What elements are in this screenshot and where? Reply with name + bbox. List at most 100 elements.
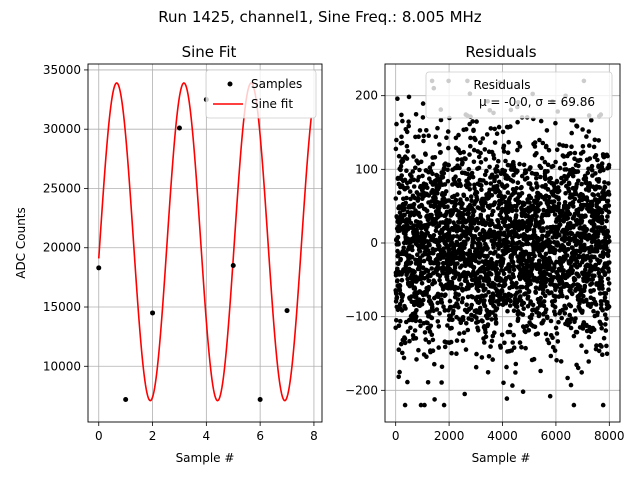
residual-point	[410, 169, 416, 174]
residual-point	[546, 194, 552, 200]
residual-point	[396, 374, 402, 380]
residual-point	[440, 174, 446, 180]
residual-point	[500, 129, 506, 135]
residual-point	[585, 170, 591, 176]
residual-point	[494, 306, 500, 311]
residual-point	[599, 325, 604, 331]
residual-point	[541, 299, 547, 304]
residual-point	[486, 259, 491, 265]
residual-point	[442, 344, 448, 350]
residual-point	[480, 319, 485, 324]
residual-point	[606, 192, 612, 197]
residual-point	[602, 295, 608, 300]
residual-point	[433, 196, 438, 201]
residual-point	[556, 188, 562, 194]
residual-point	[442, 308, 448, 313]
residual-point	[607, 260, 612, 265]
residual-point	[413, 318, 419, 324]
residual-point	[451, 234, 456, 239]
residual-point	[430, 171, 435, 177]
residual-point	[589, 281, 595, 286]
residual-point	[463, 240, 468, 245]
residual-point	[572, 150, 578, 156]
residual-point	[517, 144, 523, 149]
sine-fit-axes-frame	[87, 63, 323, 423]
residual-point	[565, 216, 571, 221]
residual-point	[526, 289, 532, 294]
residual-point	[456, 178, 462, 183]
residual-point	[544, 128, 550, 133]
residual-point	[457, 331, 462, 336]
residual-point	[484, 132, 490, 137]
residual-point	[496, 302, 502, 307]
residual-point	[511, 267, 517, 273]
residual-point	[441, 171, 447, 176]
residual-point	[476, 165, 482, 171]
residual-point	[398, 256, 404, 262]
residual-point	[489, 193, 495, 198]
residual-point	[412, 286, 418, 292]
residual-point	[426, 284, 432, 290]
residual-point	[519, 173, 525, 179]
residual-point	[404, 129, 410, 135]
residual-point	[398, 341, 404, 347]
residual-point	[401, 245, 407, 250]
sample-point	[230, 263, 236, 269]
residuals-xlabel: Sample #	[472, 451, 531, 465]
residual-point	[595, 310, 600, 316]
residual-point	[418, 323, 423, 329]
residual-point	[441, 402, 447, 408]
legend-sine-fit-label: Sine fit	[251, 97, 293, 111]
residual-point	[428, 323, 434, 329]
residual-point	[440, 286, 446, 292]
residual-point	[399, 308, 405, 313]
residual-point	[394, 291, 399, 297]
residual-point	[492, 177, 497, 182]
residual-point	[592, 222, 597, 228]
residual-point	[570, 173, 576, 179]
residual-point	[539, 155, 545, 161]
residual-point	[593, 302, 599, 307]
residual-point	[534, 214, 539, 219]
residual-point	[564, 295, 570, 300]
residual-point	[441, 165, 447, 171]
residual-point	[461, 330, 467, 336]
residual-point	[589, 117, 594, 123]
residual-point	[483, 220, 489, 226]
residual-point	[489, 256, 494, 262]
residual-point	[548, 175, 553, 181]
residual-point	[409, 244, 415, 249]
residual-point	[515, 168, 520, 174]
residual-point	[513, 370, 518, 375]
residual-point	[592, 137, 598, 143]
residual-point	[473, 274, 478, 280]
residual-point	[431, 233, 437, 238]
residual-point	[477, 280, 482, 286]
residual-point	[435, 191, 440, 196]
residual-point	[416, 347, 421, 353]
residual-point	[579, 370, 584, 375]
residual-point	[447, 218, 452, 223]
residual-point	[528, 281, 533, 287]
residual-point	[606, 304, 612, 310]
residual-point	[603, 322, 608, 327]
residual-point	[407, 189, 413, 194]
residual-point	[548, 239, 553, 245]
residual-point	[437, 277, 442, 283]
residual-point	[564, 253, 570, 258]
residual-point	[511, 308, 517, 314]
residual-point	[574, 191, 579, 197]
residual-point	[485, 322, 491, 327]
residual-point	[464, 302, 470, 308]
residual-point	[555, 185, 561, 190]
residual-point	[579, 218, 585, 223]
residual-point	[453, 174, 458, 179]
residual-point	[455, 157, 461, 162]
residual-point	[460, 296, 466, 301]
residual-point	[580, 326, 586, 331]
residual-point	[425, 320, 430, 326]
residual-point	[469, 170, 475, 176]
x-tick-label: 6000	[541, 429, 572, 443]
residual-point	[439, 230, 445, 235]
residual-point	[474, 190, 480, 195]
